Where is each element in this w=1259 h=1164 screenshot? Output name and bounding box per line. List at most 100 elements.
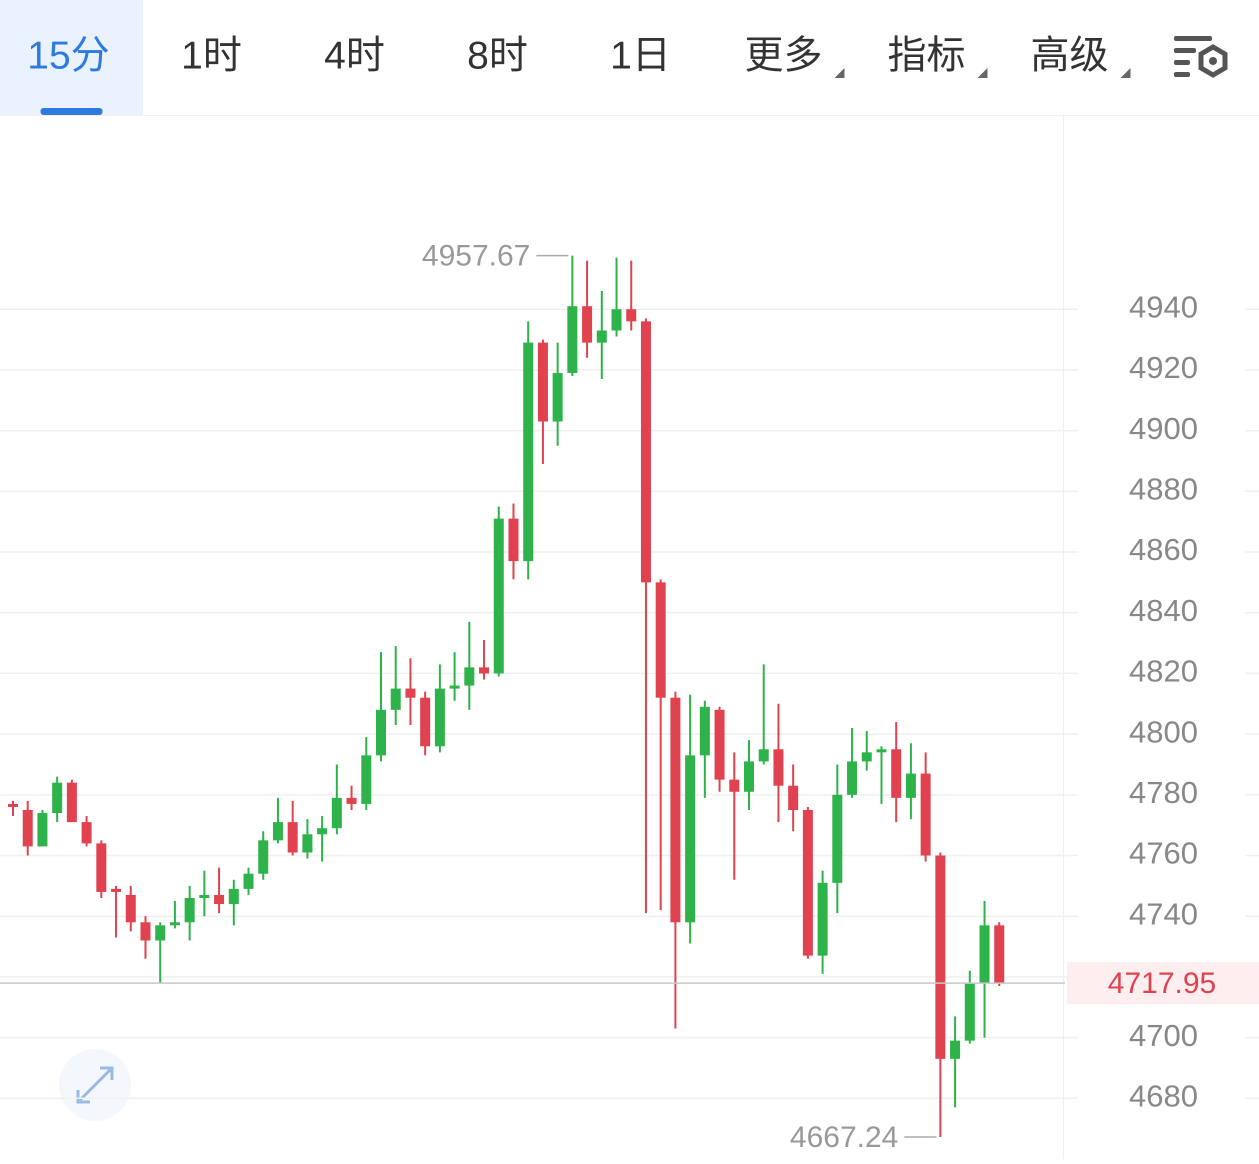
candle-body bbox=[802, 809, 813, 956]
candle-body bbox=[479, 667, 490, 674]
candle-body bbox=[596, 330, 607, 343]
candle-body bbox=[611, 309, 622, 331]
candle-body bbox=[317, 828, 328, 835]
candle-body bbox=[287, 822, 298, 853]
high-label: 4957.67 bbox=[422, 240, 530, 273]
y-tick-label: 4920 bbox=[1129, 350, 1198, 385]
candle-body bbox=[891, 749, 902, 798]
candle-body bbox=[184, 898, 195, 923]
candle-body bbox=[655, 582, 666, 698]
tab-selected-bg bbox=[0, 0, 143, 115]
candle-body bbox=[420, 697, 431, 747]
candle-body bbox=[626, 309, 637, 322]
candle-body bbox=[567, 306, 578, 373]
candle-body bbox=[331, 797, 342, 829]
candle-body bbox=[199, 894, 210, 898]
candle-body bbox=[905, 773, 916, 798]
y-tick-label: 4800 bbox=[1129, 714, 1198, 749]
candle-body bbox=[37, 813, 48, 847]
candle-body bbox=[847, 761, 858, 795]
candle-body bbox=[434, 688, 445, 747]
candle-body bbox=[22, 809, 33, 847]
candle-body bbox=[361, 755, 372, 804]
y-tick-label: 4760 bbox=[1129, 836, 1198, 871]
candle-body bbox=[243, 873, 254, 889]
candle-body bbox=[640, 321, 651, 583]
candle-body bbox=[729, 779, 740, 792]
candle-body bbox=[81, 822, 92, 844]
candle-body bbox=[861, 752, 872, 762]
candle-body bbox=[508, 518, 519, 562]
candle-body bbox=[979, 925, 990, 983]
candle-body bbox=[994, 925, 1005, 984]
candle-body bbox=[169, 922, 180, 926]
y-tick-label: 4840 bbox=[1129, 593, 1198, 628]
candle-body bbox=[376, 709, 386, 756]
last-price-bg bbox=[1067, 962, 1259, 1005]
candle-body bbox=[523, 342, 534, 562]
candle-body bbox=[552, 372, 563, 422]
candle-body bbox=[699, 706, 710, 756]
candle-body bbox=[449, 685, 460, 689]
tab-bar bbox=[0, 0, 1259, 115]
candle-body bbox=[670, 697, 681, 923]
candle-body bbox=[493, 518, 504, 674]
tab[interactable]: 8时 bbox=[467, 34, 528, 77]
y-tick-label: 4820 bbox=[1129, 654, 1198, 689]
candle-body bbox=[788, 785, 799, 810]
y-tick-label: 4740 bbox=[1129, 896, 1198, 931]
tab[interactable]: 4时 bbox=[324, 34, 385, 77]
candle-body bbox=[714, 709, 725, 780]
candle-body bbox=[876, 749, 887, 753]
tab[interactable]: 1日 bbox=[610, 34, 671, 77]
y-tick-label: 4680 bbox=[1129, 1078, 1198, 1113]
candle-body bbox=[258, 840, 269, 874]
y-tick-label: 4940 bbox=[1129, 289, 1198, 324]
tab[interactable]: 指标 bbox=[887, 34, 965, 77]
candle-body bbox=[96, 843, 107, 892]
settings-icon[interactable] bbox=[1174, 36, 1228, 78]
candle-body bbox=[125, 894, 136, 923]
candle-body bbox=[302, 834, 313, 853]
candle-body bbox=[744, 761, 754, 792]
candle-body bbox=[537, 342, 548, 422]
tab[interactable]: 更多 bbox=[744, 34, 822, 77]
candle-body bbox=[773, 749, 784, 786]
y-tick-label: 4900 bbox=[1129, 411, 1198, 446]
candle-body bbox=[155, 925, 166, 941]
dropdown-arrow bbox=[1120, 68, 1131, 78]
candle-body bbox=[920, 773, 931, 856]
dropdown-arrow bbox=[977, 68, 988, 78]
candle-body bbox=[214, 894, 225, 905]
candle-body bbox=[832, 794, 843, 883]
candle-body bbox=[272, 822, 283, 841]
candle-body bbox=[582, 306, 593, 343]
candle-body bbox=[390, 688, 401, 710]
candle-body bbox=[405, 688, 416, 698]
candle-body bbox=[66, 782, 77, 823]
candle-body bbox=[935, 855, 946, 1059]
y-tick-label: 4700 bbox=[1129, 1018, 1198, 1053]
candle-body bbox=[464, 667, 475, 686]
candle-body bbox=[228, 888, 239, 905]
low-label: 4667.24 bbox=[790, 1121, 898, 1154]
expand-button[interactable] bbox=[59, 1049, 131, 1121]
candle-body bbox=[758, 749, 769, 762]
tab[interactable]: 15分 bbox=[27, 34, 109, 77]
candle-body bbox=[111, 888, 122, 892]
candle-body bbox=[52, 782, 63, 814]
candle-body bbox=[8, 803, 18, 807]
last-price-label: 4717.95 bbox=[1108, 967, 1216, 1000]
tab[interactable]: 高级 bbox=[1030, 34, 1108, 77]
candle-body bbox=[346, 797, 357, 804]
candle-body bbox=[817, 882, 828, 956]
tab[interactable]: 1时 bbox=[181, 34, 242, 77]
y-tick-label: 4780 bbox=[1129, 775, 1198, 810]
y-tick-label: 4880 bbox=[1129, 472, 1198, 507]
y-tick-label: 4860 bbox=[1129, 532, 1198, 567]
candle-body bbox=[685, 755, 696, 923]
candle-body bbox=[140, 922, 151, 941]
tab-indicator bbox=[40, 108, 103, 115]
